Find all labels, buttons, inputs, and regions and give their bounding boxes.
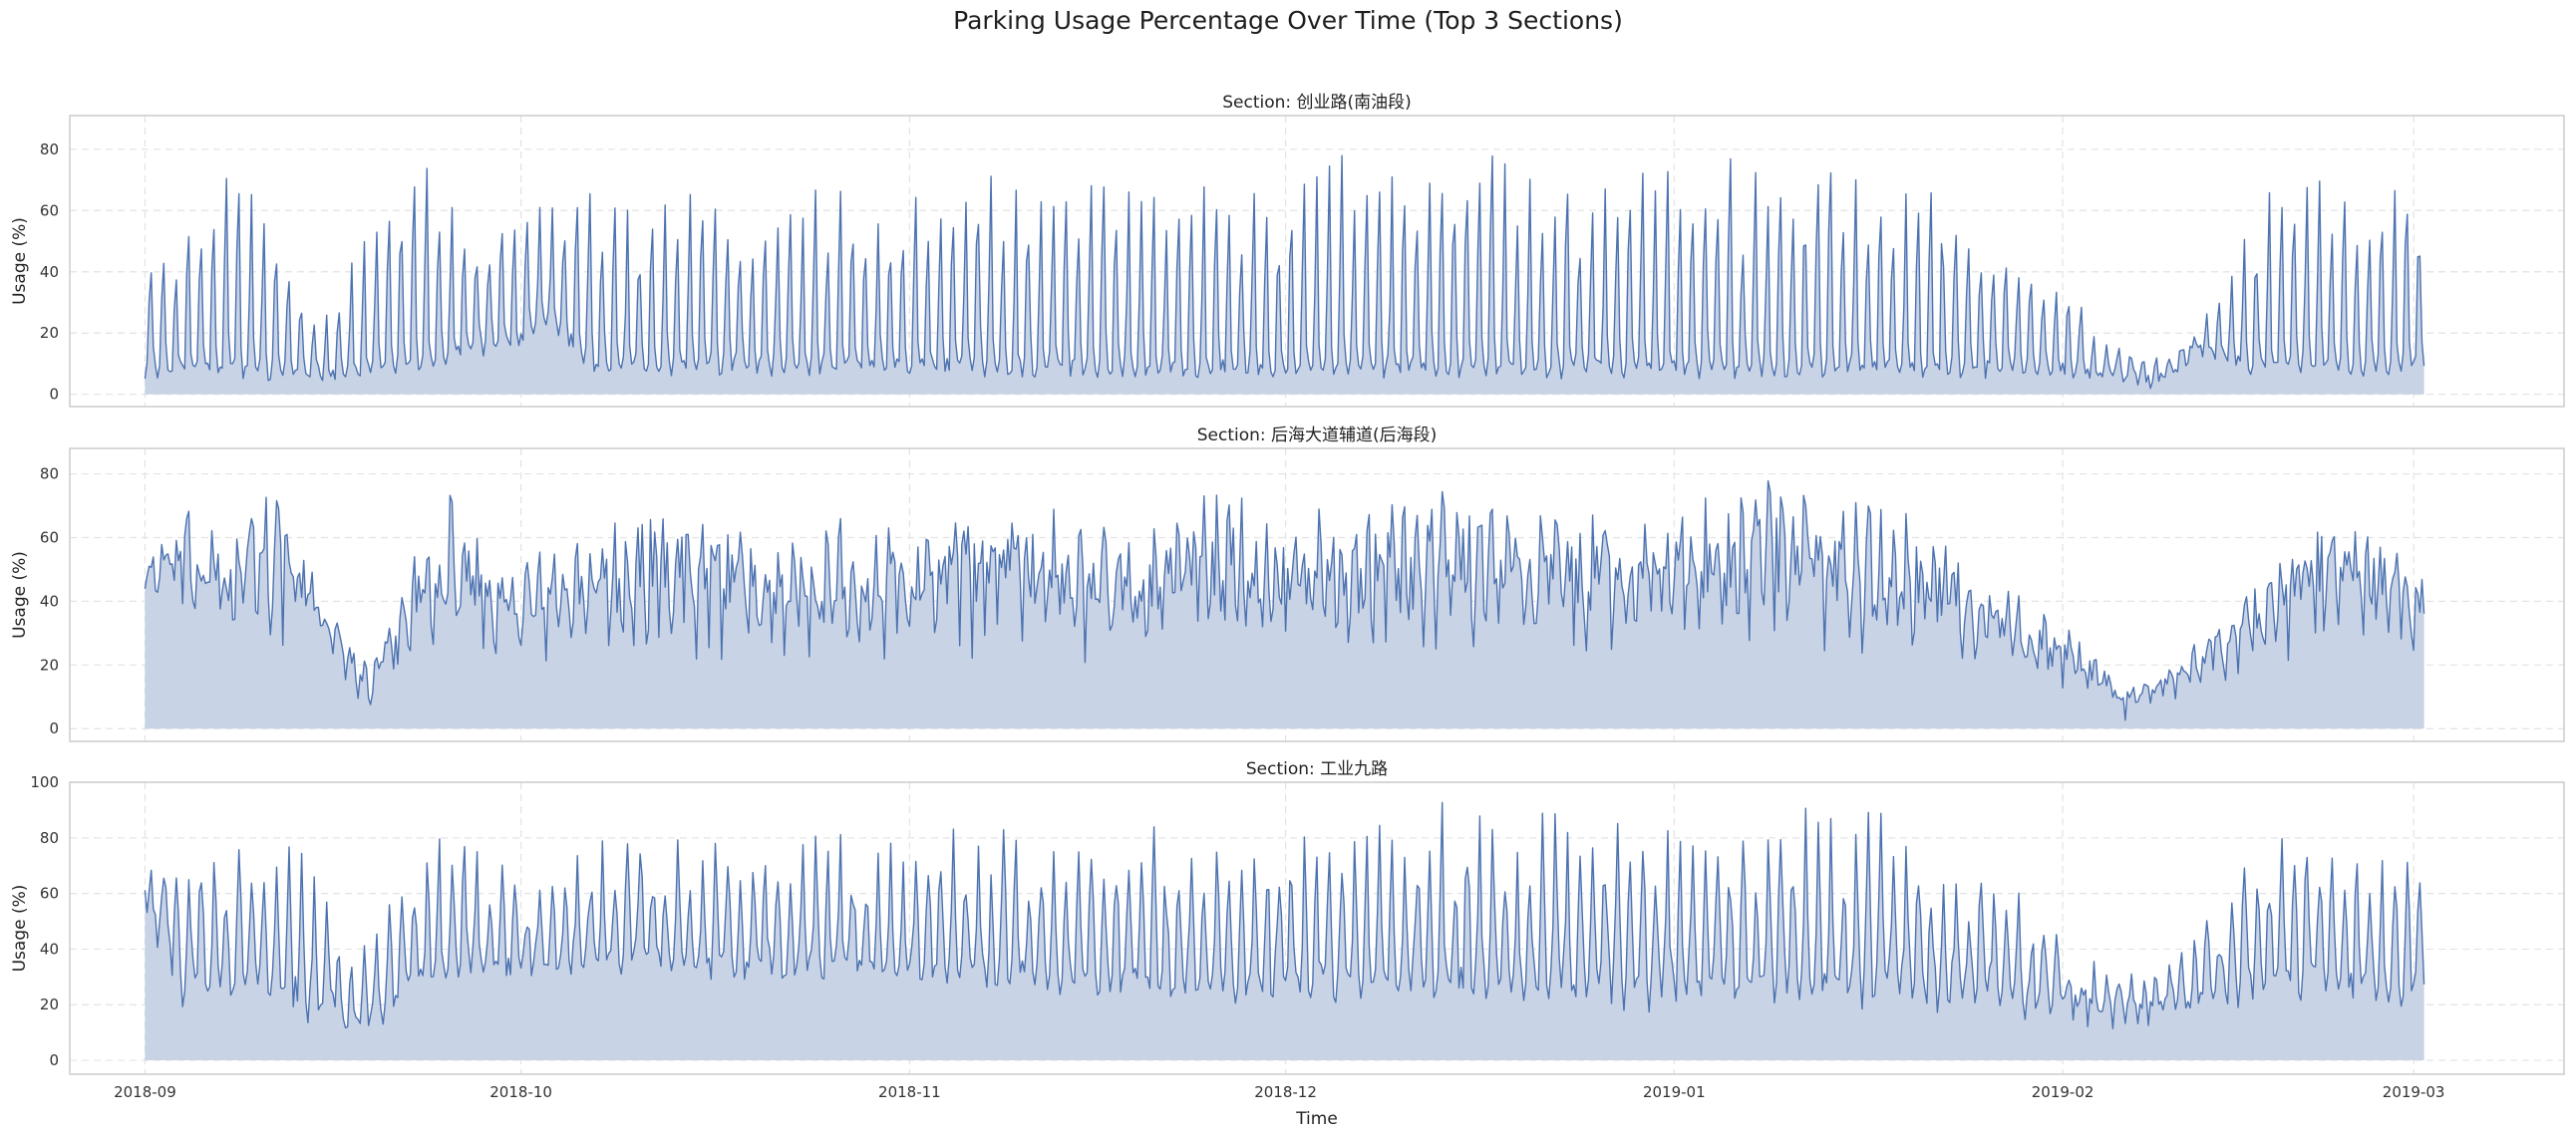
x-tick-label-5: 2019-02 (2032, 1083, 2094, 1101)
y-tick-label-1: 20 (40, 996, 59, 1013)
usage-area (145, 155, 2424, 395)
plot-frame (69, 781, 2565, 1075)
figure-title: Parking Usage Percentage Over Time (Top … (953, 6, 1623, 35)
y-tick-label-4: 80 (40, 141, 59, 158)
y-tick-label-2: 40 (40, 592, 59, 610)
y-tick-label-0: 0 (49, 1051, 59, 1069)
y-tick-label-2: 40 (40, 940, 59, 958)
panel-3: Section: 工业九路 0 20 40 60 80 100 Usage (%) 2018-0… (10, 759, 2565, 1129)
usage-line (144, 479, 2425, 721)
usage-area (145, 802, 2424, 1060)
y-tick-label-1: 20 (40, 324, 59, 342)
x-tick-label-4: 2019-01 (1643, 1083, 1706, 1101)
x-tick-label-1: 2018-10 (489, 1083, 552, 1101)
panel-1: Section: 创业路(南油段) 0 20 40 60 80 Usage (%) (10, 93, 2565, 408)
x-tick-label-2: 2018-11 (878, 1083, 941, 1101)
plot-frame (69, 447, 2565, 742)
y-tick-label-3: 60 (40, 201, 59, 219)
x-axis-label: Time (1295, 1109, 1338, 1129)
usage-line (144, 154, 2425, 390)
y-tick-label-2: 40 (40, 263, 59, 281)
y-axis-label: Usage (%) (10, 551, 30, 639)
y-tick-label-0: 0 (49, 719, 59, 737)
y-tick-label-1: 20 (40, 656, 59, 674)
panel-title: Section: 创业路(南油段) (1222, 93, 1412, 113)
y-tick-label-4: 80 (40, 465, 59, 483)
y-axis-label: Usage (%) (10, 217, 30, 305)
plot-frame (69, 115, 2565, 408)
panel-title: Section: 后海大道辅道(后海段) (1197, 426, 1438, 445)
y-tick-label-3: 60 (40, 885, 59, 903)
y-tick-label-3: 60 (40, 528, 59, 546)
y-axis-label: Usage (%) (10, 885, 30, 973)
y-tick-label-4: 80 (40, 829, 59, 847)
y-tick-label-0: 0 (49, 386, 59, 404)
panel-2: Section: 后海大道辅道(后海段) 0 20 40 60 80 Usage (%) (10, 426, 2565, 742)
x-tick-label-0: 2018-09 (114, 1083, 176, 1101)
usage-line (144, 801, 2425, 1029)
panel-title: Section: 工业九路 (1246, 759, 1388, 779)
y-tick-label-5: 100 (30, 773, 59, 791)
x-tick-label-6: 2019-03 (2383, 1083, 2445, 1101)
x-tick-label-3: 2018-12 (1254, 1083, 1317, 1101)
